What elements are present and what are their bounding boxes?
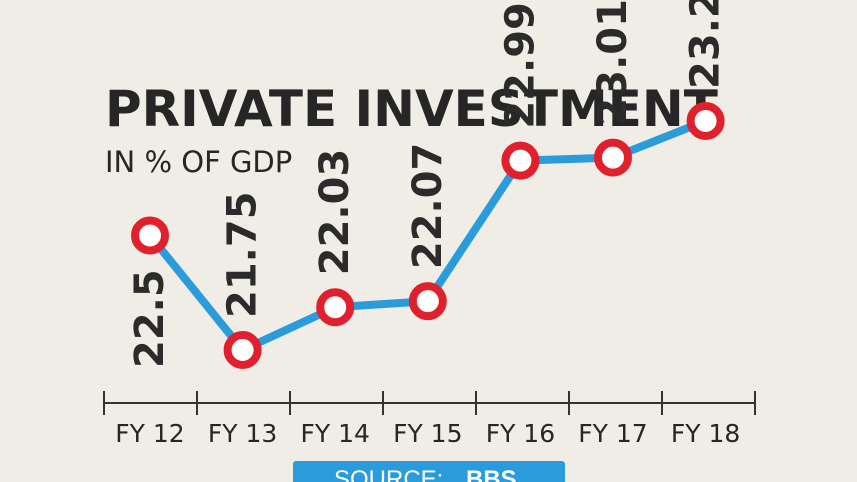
x-tick-label: FY 16	[486, 419, 555, 448]
chart-title: PRIVATE INVESTMENT	[105, 80, 718, 138]
data-point	[131, 216, 169, 255]
source-name: BBS	[466, 466, 517, 482]
x-tick-label: FY 17	[578, 419, 647, 448]
data-label: 21.75	[220, 191, 266, 318]
x-tick-label: FY 12	[115, 419, 184, 448]
data-label: 23.25	[683, 0, 729, 89]
data-point	[501, 141, 540, 180]
chart-subtitle: IN % OF GDP	[105, 145, 292, 179]
data-label: 22.99	[497, 2, 543, 129]
data-label: 22.07	[405, 143, 451, 270]
x-tick-label: FY 13	[208, 419, 277, 448]
value-labels: 22.5 21.75 22.03 22.07 22.99 23.01 23.25	[127, 0, 729, 368]
source-badge: SOURCE: BBS	[293, 461, 565, 482]
data-label: 22.5	[127, 269, 173, 368]
source-prefix: SOURCE:	[334, 466, 443, 482]
series	[131, 101, 725, 369]
x-tick-label: FY 18	[671, 419, 740, 448]
data-label: 22.03	[312, 149, 358, 276]
data-label: 23.01	[590, 0, 636, 126]
x-tick-label: FY 14	[300, 419, 369, 448]
data-point	[316, 288, 355, 327]
data-point	[408, 282, 447, 321]
source-badge-bg	[293, 461, 565, 482]
data-point	[686, 101, 725, 140]
x-axis: FY 12 FY 13 FY 14 FY 15 FY 16 FY 17 FY 18	[103, 391, 756, 448]
x-tick-label: FY 15	[393, 419, 462, 448]
data-point	[223, 331, 262, 369]
data-point	[594, 138, 632, 177]
